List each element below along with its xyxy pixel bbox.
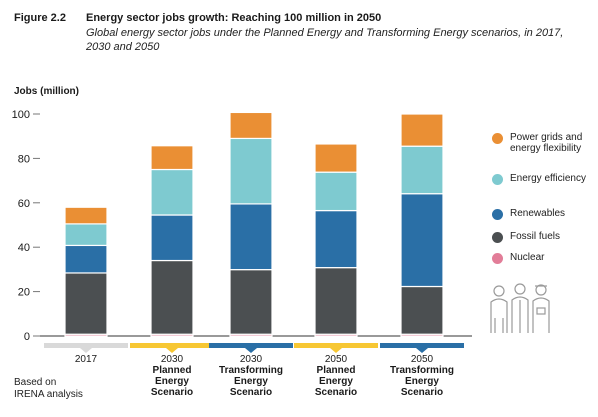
x-tick-label: Transforming [390, 365, 454, 376]
scenario-marker [166, 348, 178, 353]
scenario-strip [130, 343, 214, 348]
y-tick-label: 60 [18, 198, 30, 210]
x-tick-label: Planned [317, 365, 356, 376]
x-tick-label: Energy [155, 376, 189, 387]
bar-segment-renewables [64, 244, 108, 274]
bar-segment-renewables [150, 214, 194, 262]
legend-swatch [492, 133, 503, 144]
source-note-line: Based on [14, 377, 57, 388]
figure-label: Figure 2.2 [14, 12, 66, 24]
scenario-marker [416, 348, 428, 353]
scenario-strip [209, 343, 293, 348]
bar-segment-efficiency [229, 137, 273, 205]
bar-segment-renewables [400, 193, 444, 288]
legend-swatch [492, 253, 503, 264]
bar-segment-fossil [64, 272, 108, 335]
bar-segment-grids [229, 111, 273, 140]
bar-segment-grids [400, 113, 444, 147]
bar-segment-fossil [400, 285, 444, 335]
scenario-marker [245, 348, 257, 353]
x-tick-label: Scenario [230, 387, 272, 398]
legend-swatch [492, 174, 503, 185]
x-tick-label: 2050 [325, 354, 348, 365]
bar-segment-grids [64, 206, 108, 225]
x-tick-label: Scenario [151, 387, 193, 398]
x-tick-label: Planned [153, 365, 192, 376]
y-tick-label: 100 [12, 109, 30, 121]
x-tick-label: 2017 [75, 354, 98, 365]
x-tick-label: 2030 [161, 354, 184, 365]
y-axis-label: Jobs (million) [14, 86, 79, 97]
bar-segment-fossil [314, 267, 358, 335]
chart-title: Energy sector jobs growth: Reaching 100 … [86, 12, 382, 24]
x-tick-label: Energy [234, 376, 268, 387]
source-note: Based on IRENA analysis [14, 377, 83, 401]
x-tick-label: Transforming [219, 365, 283, 376]
x-tick-label: Energy [319, 376, 353, 387]
bar-segment-fossil [150, 259, 194, 335]
x-tick-label: Scenario [315, 387, 357, 398]
bar-segment-efficiency [314, 171, 358, 212]
bar-segment-efficiency [64, 223, 108, 247]
chart-subtitle: Global energy sector jobs under the Plan… [86, 27, 564, 53]
bar-segment-efficiency [400, 145, 444, 195]
bar-segment-fossil [229, 269, 273, 335]
x-tick-label: Energy [405, 376, 439, 387]
source-note-line: IRENA analysis [14, 389, 83, 400]
x-tick-label: Scenario [401, 387, 443, 398]
legend-label: Energy efficiency [510, 173, 586, 184]
bar-segment-grids [150, 145, 194, 171]
scenario-marker [80, 348, 92, 353]
legend-label: Nuclear [510, 252, 545, 263]
legend-label: Renewables [510, 208, 566, 219]
scenario-marker [330, 348, 342, 353]
group-of-workers-icon [490, 283, 550, 333]
x-tick-label: 2050 [411, 354, 434, 365]
y-tick-label: 20 [18, 287, 30, 299]
scenario-strip [380, 343, 464, 348]
legend-swatch [492, 232, 503, 243]
legend-swatch [492, 209, 503, 220]
bar-segment-efficiency [150, 168, 194, 216]
bar-segment-grids [314, 143, 358, 173]
y-tick-label: 40 [18, 242, 30, 254]
y-tick-label: 80 [18, 153, 30, 165]
legend-label: Fossil fuels [510, 231, 561, 242]
bar-segment-renewables [314, 209, 358, 269]
bar-segment-renewables [229, 203, 273, 271]
y-tick-label: 0 [24, 331, 30, 343]
scenario-strip [294, 343, 378, 348]
x-tick-label: 2030 [240, 354, 263, 365]
legend-label: Power grids and energy flexibility [510, 132, 583, 154]
scenario-strip [44, 343, 128, 348]
